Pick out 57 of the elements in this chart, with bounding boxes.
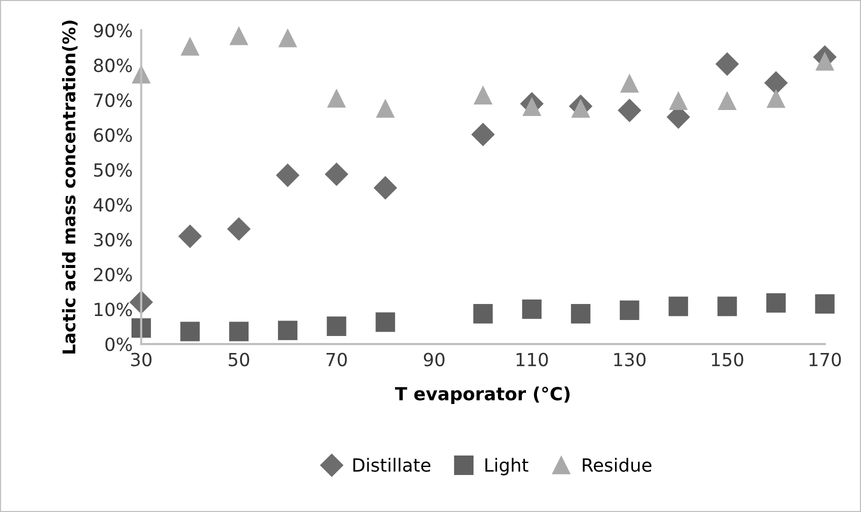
point: [717, 296, 737, 316]
y-tick-label: 90%: [94, 24, 132, 38]
point: [522, 299, 542, 319]
point: [474, 86, 492, 104]
point: [325, 162, 348, 186]
legend-label: Residue: [582, 458, 652, 472]
x-tick-label: 90: [424, 352, 444, 366]
y-tick-label: 20%: [94, 268, 132, 282]
point: [816, 52, 834, 71]
point: [374, 176, 397, 200]
point: [227, 217, 250, 240]
point: [230, 27, 248, 46]
point: [181, 38, 200, 56]
point: [180, 322, 200, 342]
y-tick-label: 60%: [94, 128, 132, 142]
point: [668, 296, 688, 316]
y-tick-label: 0%: [105, 338, 132, 352]
point: [620, 74, 639, 93]
x-tick-label: 170: [810, 352, 841, 366]
point: [766, 293, 786, 313]
point: [376, 100, 394, 118]
point: [229, 322, 249, 342]
y-tick-label: 70%: [94, 93, 132, 108]
x-tick-label: 30: [131, 352, 152, 366]
x-tick-label: 70: [326, 352, 347, 366]
point: [278, 320, 298, 340]
legend-label: Light: [485, 458, 528, 476]
point: [278, 29, 297, 48]
x-tick-label: 50: [228, 352, 250, 366]
y-tick-label: 30%: [94, 232, 132, 247]
point: [326, 316, 346, 336]
point: [178, 224, 202, 248]
y-tick-label: 50%: [94, 163, 132, 177]
point: [815, 294, 835, 314]
legend-label: Distillate: [353, 458, 430, 472]
y-tick-label: 80%: [94, 58, 132, 72]
y-tick-label: 10%: [94, 302, 132, 316]
point: [473, 304, 493, 324]
point: [328, 90, 346, 108]
y-axis-title: Lactic acid mass concentration(%): [62, 20, 78, 354]
point: [570, 304, 590, 324]
point: [766, 90, 786, 108]
point: [669, 92, 688, 110]
y-tick-label: 40%: [94, 198, 132, 212]
point: [618, 98, 642, 122]
point: [716, 52, 739, 76]
point: [522, 98, 541, 116]
point: [472, 122, 495, 146]
point: [376, 312, 396, 332]
point: [276, 164, 300, 187]
x-tick-label: 130: [614, 352, 646, 366]
x-axis-title: T evaporator (°C): [394, 386, 570, 404]
point: [718, 92, 736, 110]
x-tick-label: 110: [516, 352, 548, 366]
x-tick-label: 150: [712, 352, 744, 366]
point: [620, 300, 640, 320]
point: [764, 71, 788, 94]
